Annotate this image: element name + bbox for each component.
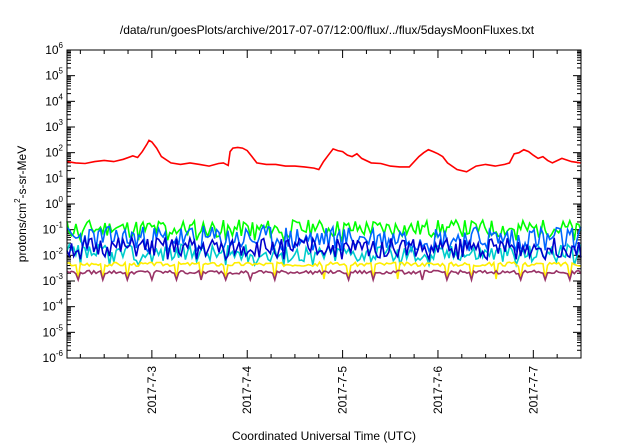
y-axis: 106 105 104 103 102 101 100 10-1 10-2 10-3 10-4 10-…: [43, 41, 581, 365]
x-axis: 2017-7-3 2017-7-4 2017-7-5 2017-7-6 2017-7-7: [79, 50, 582, 414]
x-tick-label: 2017-7-5: [336, 366, 350, 414]
y-tick-label: 106: [45, 41, 63, 57]
y-tick-label: 104: [45, 92, 63, 108]
y-tick-label: 10-1: [43, 221, 64, 237]
y-tick-label: 10-2: [43, 246, 64, 262]
y-axis-label: protons/cm2-s-sr-MeV: [13, 146, 29, 262]
y-tick-label: 10-5: [43, 323, 64, 339]
x-tick-label: 2017-7-7: [526, 366, 540, 414]
x-axis-label: Coordinated Universal Time (UTC): [232, 429, 416, 443]
series-line-3: [66, 242, 582, 269]
y-tick-label: 100: [45, 195, 63, 211]
y-tick-label: 103: [45, 118, 63, 134]
x-tick-label: 2017-7-4: [240, 366, 254, 414]
y-tick-label: 102: [45, 144, 63, 160]
y-tick-label: 10-3: [43, 272, 64, 288]
chart-title: /data/run/goesPlots/archive/2017-07-07/1…: [120, 23, 535, 37]
x-tick-label: 2017-7-3: [145, 366, 159, 414]
series-line-5: [66, 260, 582, 280]
y-tick-label: 10-4: [43, 298, 64, 314]
y-tick-label: 10-6: [43, 349, 64, 365]
y-tick-label: 105: [45, 67, 63, 83]
plot-area: [66, 139, 582, 283]
y-tick-label: 101: [45, 169, 63, 185]
x-tick-label: 2017-7-6: [431, 366, 445, 414]
plot-frame: [66, 49, 582, 359]
series-line-6: [66, 269, 582, 283]
series-line-4: [66, 234, 582, 263]
series-line-0: [66, 139, 582, 173]
